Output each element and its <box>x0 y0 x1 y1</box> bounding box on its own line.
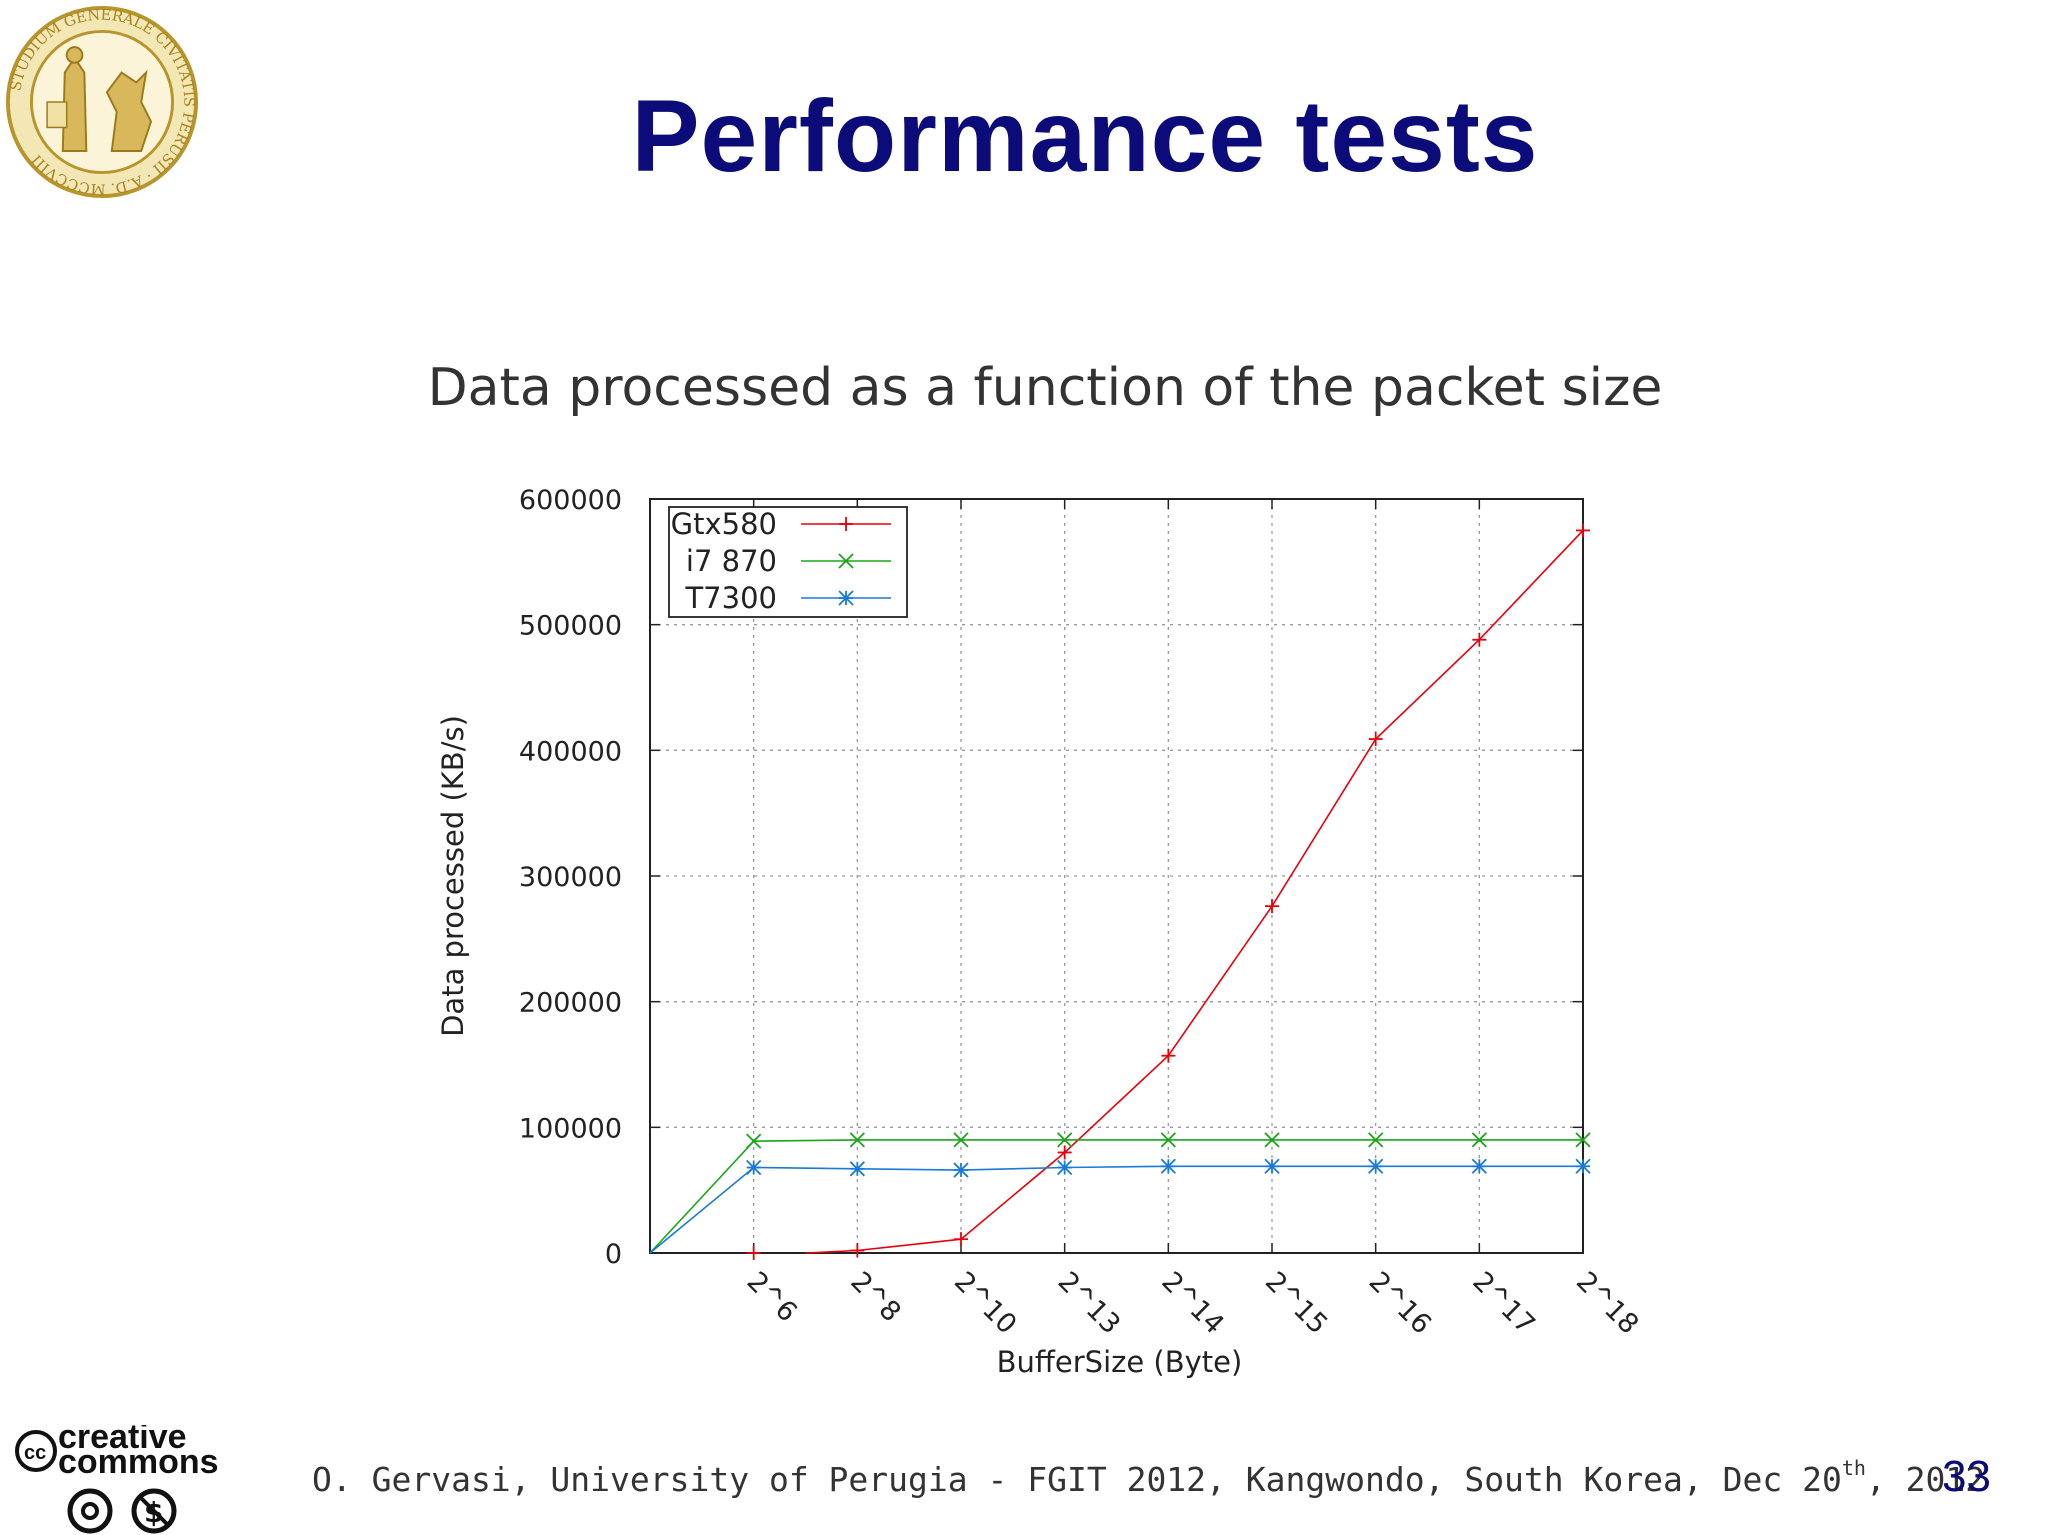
data-point-i7-870 <box>1575 1132 1591 1148</box>
legend-label: Gtx580 <box>671 507 777 541</box>
data-point-i7-870 <box>746 1133 762 1149</box>
cc-word-creative: creative <box>58 1425 187 1456</box>
legend-marker <box>838 553 854 569</box>
data-point-i7-870 <box>1368 1132 1384 1148</box>
legend-marker <box>839 517 853 531</box>
data-point-t7300 <box>746 1159 762 1176</box>
y-tick-label: 100000 <box>519 1113 622 1144</box>
data-point-i7-870 <box>1160 1132 1176 1148</box>
cc-mark: cc <box>24 1442 46 1464</box>
data-point-gtx580 <box>954 1232 968 1247</box>
data-point-i7-870 <box>849 1132 865 1148</box>
data-point-t7300 <box>1471 1158 1487 1174</box>
series-line-t7300 <box>649 1165 1583 1254</box>
y-tick-label: 500000 <box>519 611 622 642</box>
x-tick-label: 2^6 <box>741 1266 803 1328</box>
y-tick-label: 200000 <box>519 988 622 1019</box>
data-point-t7300 <box>1575 1158 1591 1174</box>
x-tick-label: 2^17 <box>1466 1266 1540 1340</box>
series-line-gtx580 <box>805 529 1584 1254</box>
legend-label: T7300 <box>684 581 777 615</box>
footer-text: O. Gervasi, University of Perugia - FGIT… <box>312 1460 1842 1499</box>
footer-superscript: th <box>1841 1456 1866 1480</box>
data-point-gtx580 <box>1472 632 1487 647</box>
x-tick-label: 2^18 <box>1570 1266 1644 1340</box>
series-line-i7-870 <box>649 1139 1583 1254</box>
x-axis-title: BufferSize (Byte) <box>997 1345 1243 1379</box>
data-point-i7-870 <box>1264 1132 1280 1148</box>
data-point-i7-870 <box>1471 1132 1487 1148</box>
x-tick-label: 2^13 <box>1052 1266 1126 1340</box>
x-tick-label: 2^16 <box>1363 1266 1437 1340</box>
creative-commons-logo: cc creative commons $ <box>15 1425 219 1534</box>
data-point-gtx580 <box>1161 1048 1176 1063</box>
y-tick-label: 400000 <box>519 736 622 767</box>
y-tick-label: 600000 <box>519 485 622 516</box>
data-point-t7300 <box>1368 1158 1384 1174</box>
data-point-gtx580 <box>1368 732 1383 747</box>
legend-label: i7 870 <box>686 544 777 578</box>
data-point-t7300 <box>1160 1158 1176 1174</box>
plot-frame <box>649 498 1584 1254</box>
data-point-gtx580 <box>1057 1145 1072 1160</box>
y-tick-label: 0 <box>605 1239 622 1270</box>
data-point-t7300 <box>1264 1158 1280 1174</box>
slide-footer: O. Gervasi, University of Perugia - FGIT… <box>312 1456 1986 1499</box>
x-tick-label: 2^8 <box>844 1266 906 1328</box>
data-point-t7300 <box>1057 1159 1073 1176</box>
university-seal-logo: STUDIUM GENERALE CIVITATIS PERUSII · A.D… <box>5 5 199 199</box>
data-point-gtx580 <box>1265 899 1279 914</box>
data-point-gtx580 <box>850 1243 865 1258</box>
cc-word-commons: commons <box>58 1443 219 1481</box>
y-axis-title: Data processed (KB/s) <box>436 715 470 1037</box>
data-point-i7-870 <box>1057 1132 1073 1148</box>
data-point-t7300 <box>953 1162 969 1178</box>
data-point-i7-870 <box>953 1132 969 1148</box>
x-tick-label: 2^14 <box>1155 1266 1229 1340</box>
x-tick-label: 2^15 <box>1259 1266 1333 1340</box>
y-tick-label: 300000 <box>519 862 622 893</box>
nc-icon: $ <box>131 1488 177 1534</box>
by-icon <box>67 1488 113 1534</box>
page-number: 33 <box>1942 1452 1991 1501</box>
data-point-gtx580 <box>746 1246 761 1260</box>
slide-subtitle: Data processed as a function of the pack… <box>427 358 1663 418</box>
data-point-gtx580 <box>1576 523 1590 538</box>
data-point-t7300 <box>849 1161 865 1177</box>
slide-title: Performance tests <box>631 79 1539 193</box>
legend-marker <box>838 590 854 606</box>
x-tick-label: 2^10 <box>948 1266 1022 1340</box>
footer-year: , 2012 <box>1865 1460 1986 1499</box>
